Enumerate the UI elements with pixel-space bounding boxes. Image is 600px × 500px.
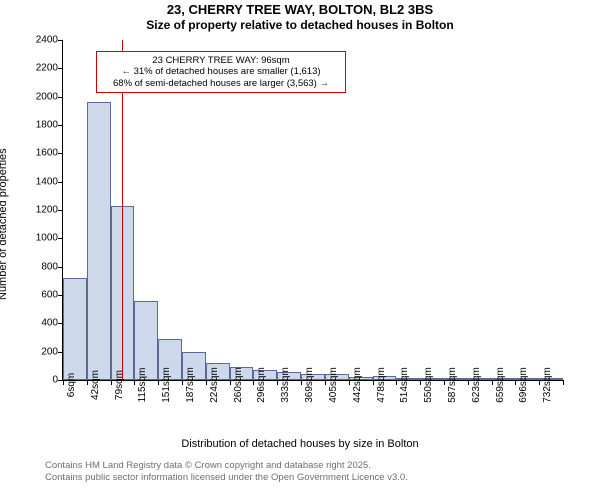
x-tick-label: 405sqm	[328, 367, 339, 403]
x-tick	[134, 380, 135, 385]
y-axis-label: Number of detached properties	[0, 148, 9, 300]
y-tick-label: 2200	[18, 63, 58, 74]
footer-line-1: Contains HM Land Registry data © Crown c…	[45, 460, 408, 472]
x-tick-label: 224sqm	[209, 367, 220, 403]
x-tick-label: 696sqm	[518, 367, 529, 403]
x-tick-label: 732sqm	[542, 367, 553, 403]
y-tick	[58, 68, 63, 69]
property-info-box: 23 CHERRY TREE WAY: 96sqm← 31% of detach…	[96, 51, 346, 93]
x-tick	[492, 380, 493, 385]
x-tick	[349, 380, 350, 385]
x-tick-label: 333sqm	[280, 367, 291, 403]
x-tick-label: 478sqm	[376, 367, 387, 403]
x-tick	[87, 380, 88, 385]
x-tick	[539, 380, 540, 385]
x-tick-label: 442sqm	[352, 367, 363, 403]
y-tick-label: 2000	[18, 91, 58, 102]
info-box-line: ← 31% of detached houses are smaller (1,…	[103, 66, 339, 77]
y-tick	[58, 267, 63, 268]
y-tick-label: 600	[18, 290, 58, 301]
y-tick-label: 1000	[18, 233, 58, 244]
x-tick	[230, 380, 231, 385]
chart-title-sub: Size of property relative to detached ho…	[0, 18, 600, 32]
x-tick-label: 514sqm	[399, 367, 410, 403]
x-tick-label: 151sqm	[161, 367, 172, 403]
x-tick-label: 550sqm	[423, 367, 434, 403]
histogram-bar	[63, 278, 87, 380]
y-tick	[58, 125, 63, 126]
x-tick	[111, 380, 112, 385]
y-tick	[58, 238, 63, 239]
x-tick-label: 659sqm	[495, 367, 506, 403]
x-tick	[396, 380, 397, 385]
y-tick	[58, 40, 63, 41]
x-tick	[206, 380, 207, 385]
x-tick-label: 6sqm	[66, 373, 77, 397]
chart-title-main: 23, CHERRY TREE WAY, BOLTON, BL2 3BS	[0, 2, 600, 18]
histogram-bar	[87, 102, 111, 380]
y-tick	[58, 153, 63, 154]
x-tick-label: 260sqm	[233, 367, 244, 403]
x-tick	[515, 380, 516, 385]
x-axis-label: Distribution of detached houses by size …	[0, 438, 600, 450]
y-tick	[58, 210, 63, 211]
footer-attribution: Contains HM Land Registry data © Crown c…	[45, 460, 408, 484]
x-tick	[325, 380, 326, 385]
y-tick-label: 400	[18, 318, 58, 329]
y-tick-label: 2400	[18, 35, 58, 46]
y-tick-label: 1200	[18, 205, 58, 216]
x-tick	[158, 380, 159, 385]
x-tick-label: 587sqm	[447, 367, 458, 403]
x-tick-label: 296sqm	[256, 367, 267, 403]
y-tick	[58, 182, 63, 183]
x-tick-label: 42sqm	[90, 370, 101, 400]
info-box-line: 23 CHERRY TREE WAY: 96sqm	[103, 55, 339, 66]
info-box-line: 68% of semi-detached houses are larger (…	[103, 78, 339, 89]
x-tick-label: 623sqm	[471, 367, 482, 403]
x-tick	[444, 380, 445, 385]
x-tick	[563, 380, 564, 385]
x-tick-label: 115sqm	[137, 368, 148, 403]
y-tick-label: 1400	[18, 176, 58, 187]
x-tick	[182, 380, 183, 385]
footer-line-2: Contains public sector information licen…	[45, 472, 408, 484]
x-tick	[468, 380, 469, 385]
x-tick	[301, 380, 302, 385]
x-tick-label: 369sqm	[304, 367, 315, 403]
x-tick	[63, 380, 64, 385]
y-tick-label: 800	[18, 261, 58, 272]
y-tick-label: 0	[18, 375, 58, 386]
chart-plot-area: 0200400600800100012001400160018002000220…	[62, 40, 563, 381]
chart-title-block: 23, CHERRY TREE WAY, BOLTON, BL2 3BS Siz…	[0, 2, 600, 32]
y-tick-label: 200	[18, 346, 58, 357]
y-tick-label: 1600	[18, 148, 58, 159]
x-tick	[420, 380, 421, 385]
x-tick	[277, 380, 278, 385]
y-tick	[58, 97, 63, 98]
x-tick	[253, 380, 254, 385]
x-tick	[373, 380, 374, 385]
x-tick-label: 187sqm	[185, 367, 196, 403]
y-tick-label: 1800	[18, 120, 58, 131]
